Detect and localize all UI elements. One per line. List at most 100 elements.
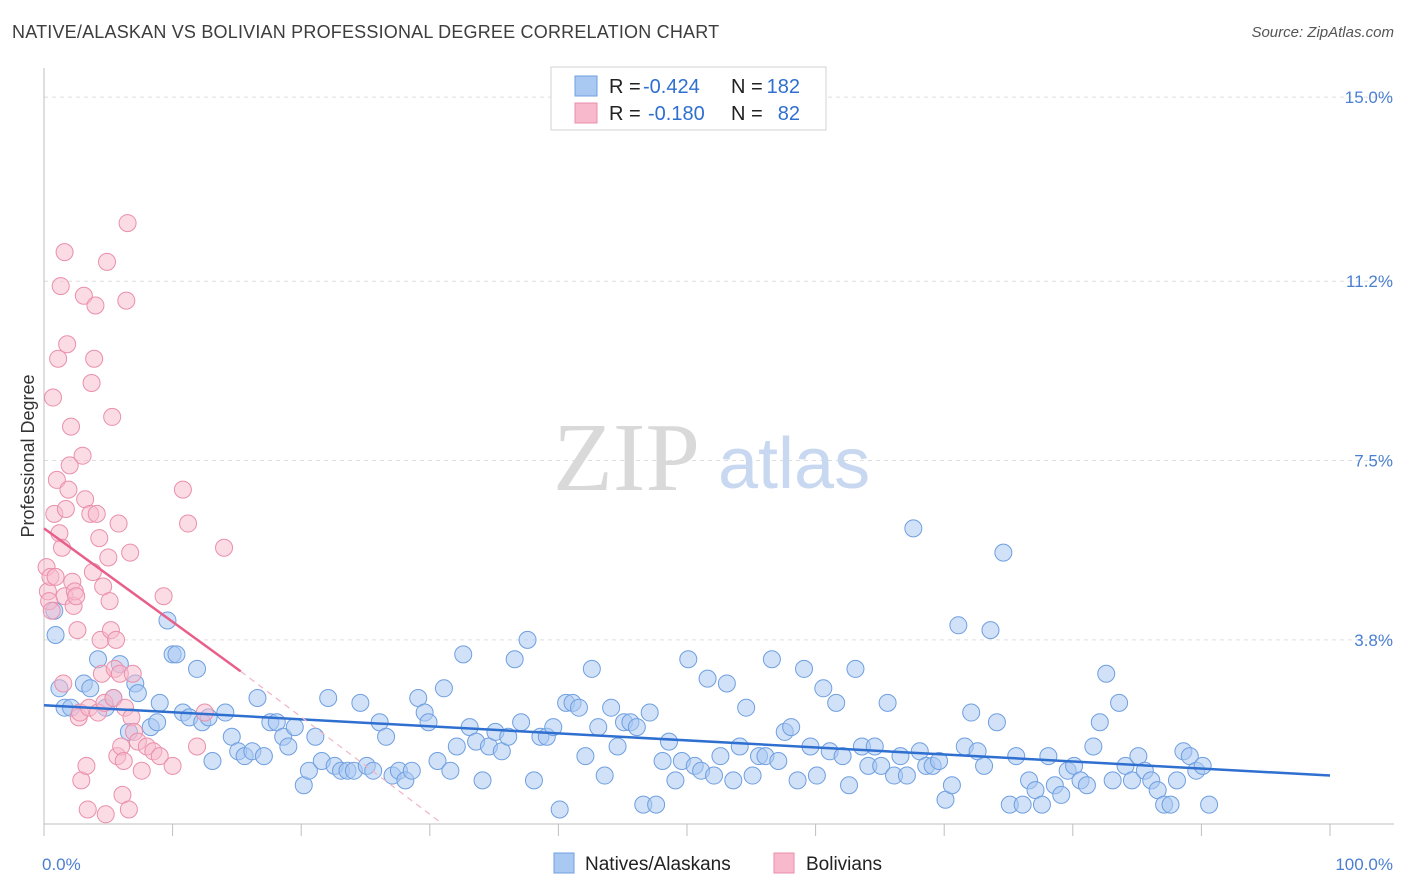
chart-source: Source: ZipAtlas.com [1251,24,1394,41]
x-tick-labels: 0.0% 100.0% [42,855,1393,874]
bottom-legend-label-natives: Natives/Alaskans [585,854,731,875]
point-natives [795,659,814,678]
point-natives [762,650,781,669]
point-natives [285,718,304,737]
point-bolivians [54,674,73,693]
point-bolivians [73,446,92,465]
point-natives [524,771,543,790]
point-natives [782,718,801,737]
point-natives [306,727,325,746]
point-bolivians [119,800,138,819]
legend-r-label-bolivians: R = [609,103,641,125]
point-bolivians [87,504,106,523]
point-natives [46,626,65,644]
point-natives [666,771,685,790]
gridlines [44,96,1394,641]
point-natives [473,771,492,790]
point-natives [962,703,981,722]
point-natives [1103,771,1122,790]
point-natives [743,766,762,785]
point-natives [576,747,595,766]
point-natives [419,713,438,732]
point-bolivians [74,286,93,305]
point-bolivians [163,756,182,775]
point-natives [602,698,621,717]
point-bolivians [77,756,96,775]
point-bolivians [42,601,61,620]
point-bolivians [82,374,101,392]
point-natives [897,766,916,785]
point-natives [814,679,833,698]
point-natives [441,761,460,780]
y-tick-labels: 3.8% 7.5% 11.2% 15.0% [1345,88,1393,650]
point-bolivians [78,800,97,819]
point-natives [128,684,147,703]
legend-swatch-bolivians [574,102,598,124]
point-natives [518,630,537,649]
point-natives [1032,795,1051,814]
point-natives [1161,795,1180,814]
point-natives [589,718,608,737]
point-bolivians [109,514,128,533]
point-natives [81,679,100,698]
point-bolivians [100,592,119,611]
point-bolivians [104,689,123,707]
point-bolivians [179,514,198,533]
point-natives [351,693,370,712]
point-bolivians [90,529,109,548]
point-natives [608,737,627,756]
y-tick-label: 15.0% [1345,88,1393,107]
trendline-natives [43,704,1331,777]
point-natives [454,645,473,664]
point-bolivians [118,214,137,233]
point-natives [930,752,949,770]
point-bolivians [55,243,74,262]
point-natives [447,737,466,756]
point-natives [724,771,743,790]
legend-swatch-natives [574,75,598,97]
point-bolivians [86,296,105,315]
point-bolivians [188,737,207,756]
points [37,214,1219,824]
point-natives [299,761,318,780]
point-natives [1193,756,1212,775]
axes [43,68,1394,836]
x-tick-label: 100.0% [1335,855,1393,874]
point-natives [833,747,852,766]
y-tick-label: 3.8% [1354,631,1393,650]
legend-n-value-bolivians: 82 [778,103,800,125]
point-bolivians [117,291,136,310]
point-natives [544,718,563,737]
trendline-bolivians [43,527,242,673]
bottom-legend-swatch-natives [553,852,575,874]
point-bolivians [98,252,117,271]
point-natives [216,703,235,722]
point-natives [569,698,588,717]
point-natives [167,645,186,664]
point-bolivians [49,349,68,368]
point-natives [595,766,614,785]
point-natives [994,543,1013,562]
point-bolivians [56,500,75,518]
point-natives [846,659,865,678]
point-natives [279,737,298,756]
point-natives [499,727,518,746]
point-natives [150,693,169,712]
legend: R = -0.424 N = 182 R = -0.180 N = 82 [550,66,827,131]
point-bolivians [123,664,142,683]
point-natives [1084,737,1103,756]
point-bolivians [121,543,140,562]
point-natives [949,616,968,635]
point-natives [1013,795,1032,814]
point-bolivians [103,407,122,426]
point-natives [653,752,672,770]
point-bolivians [132,761,151,780]
point-bolivians [47,470,66,489]
point-natives [679,650,698,669]
point-natives [942,776,961,795]
point-natives [891,747,910,766]
point-natives [434,679,453,698]
point-natives [737,698,756,717]
legend-r-value-bolivians: -0.180 [648,103,705,125]
